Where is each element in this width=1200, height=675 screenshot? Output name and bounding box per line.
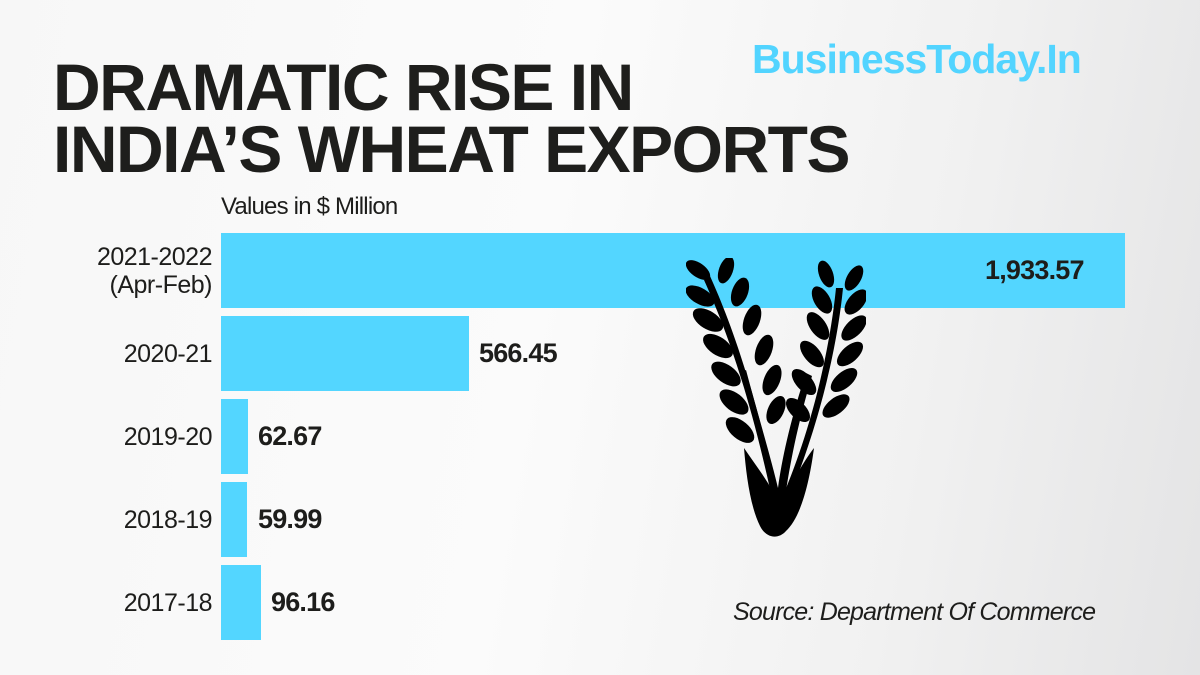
bar-row: 2017-18 96.16 (0, 565, 1200, 640)
bar-row: 2018-19 59.99 (0, 482, 1200, 557)
value-label: 96.16 (271, 587, 335, 617)
bar-row: 2019-20 62.67 (0, 399, 1200, 474)
category-label-line-1: 2018-19 (123, 505, 213, 534)
category-label-line-1: 2021-2022 (96, 242, 213, 271)
category-label: 2019-20 (123, 399, 213, 474)
chart-subtitle: Values in $ Million (221, 193, 398, 220)
bar (221, 316, 469, 391)
category-label: 2017-18 (123, 565, 213, 640)
category-label-line-1: 2017-18 (123, 588, 213, 617)
category-label-line-1: 2019-20 (123, 422, 213, 451)
value-label: 566.45 (479, 338, 558, 368)
category-label-line-1: 2020-21 (123, 339, 213, 368)
bar-row: 2021-2022 (Apr-Feb) 1,933.57 (0, 233, 1200, 308)
bar (221, 482, 247, 557)
value-label: 62.67 (258, 421, 322, 451)
category-label: 2021-2022 (Apr-Feb) (96, 233, 213, 308)
wheat-icon (686, 258, 866, 537)
source-note: Source: Department Of Commerce (733, 598, 1096, 626)
value-label: 1,933.57 (985, 255, 1085, 285)
title-line-2: INDIA’S WHEAT EXPORTS (53, 112, 851, 186)
bar (221, 233, 1125, 308)
category-label: 2018-19 (123, 482, 213, 557)
bar (221, 565, 261, 640)
value-label: 59.99 (258, 504, 322, 534)
category-label-line-2: (Apr-Feb) (109, 270, 213, 299)
bar (221, 399, 248, 474)
category-label: 2020-21 (123, 316, 213, 391)
title-line-1: DRAMATIC RISE IN (53, 50, 634, 124)
brand-logo: BusinessToday.In (752, 36, 1082, 82)
bar-row: 2020-21 566.45 (0, 316, 1200, 391)
page-title: DRAMATIC RISE IN INDIA’S WHEAT EXPORTS (53, 50, 851, 186)
